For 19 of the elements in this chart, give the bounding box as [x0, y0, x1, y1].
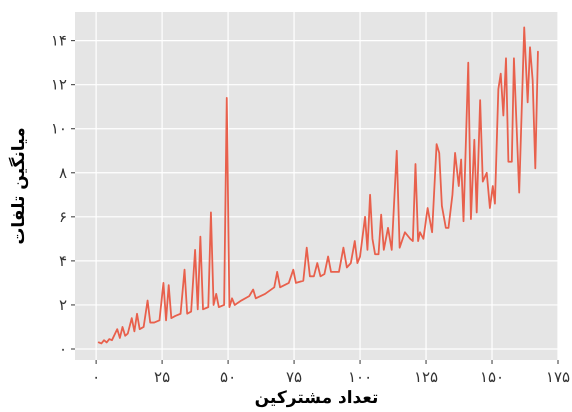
y-tick-label: ۲ — [58, 296, 67, 314]
x-tick-label: ۵۰ — [220, 368, 236, 386]
x-tick-label: ۱۲۵ — [414, 368, 438, 386]
y-tick-label: ۶ — [58, 208, 67, 226]
y-tick-label: ۸ — [58, 164, 67, 182]
x-tick-label: ۰ — [92, 368, 100, 386]
y-tick-label: ۰ — [58, 340, 67, 358]
x-axis-title: تعداد مشترکین — [254, 388, 378, 408]
x-tick-label: ۱۵۰ — [480, 368, 504, 386]
y-tick-label: ۱۰ — [50, 120, 67, 138]
x-tick-label: ۱۷۵ — [546, 368, 570, 386]
line-series — [98, 26, 539, 344]
y-tick-label: ۱۲ — [50, 76, 67, 94]
x-tick-label: ۱۰۰ — [348, 368, 372, 386]
y-tick-label: ۱۴ — [50, 32, 67, 50]
x-tick-label: ۷۵ — [286, 368, 302, 386]
y-axis-title: میانگین تلفات — [8, 127, 29, 245]
y-tick-label: ۴ — [58, 252, 67, 270]
x-tick-label: ۲۵ — [154, 368, 170, 386]
